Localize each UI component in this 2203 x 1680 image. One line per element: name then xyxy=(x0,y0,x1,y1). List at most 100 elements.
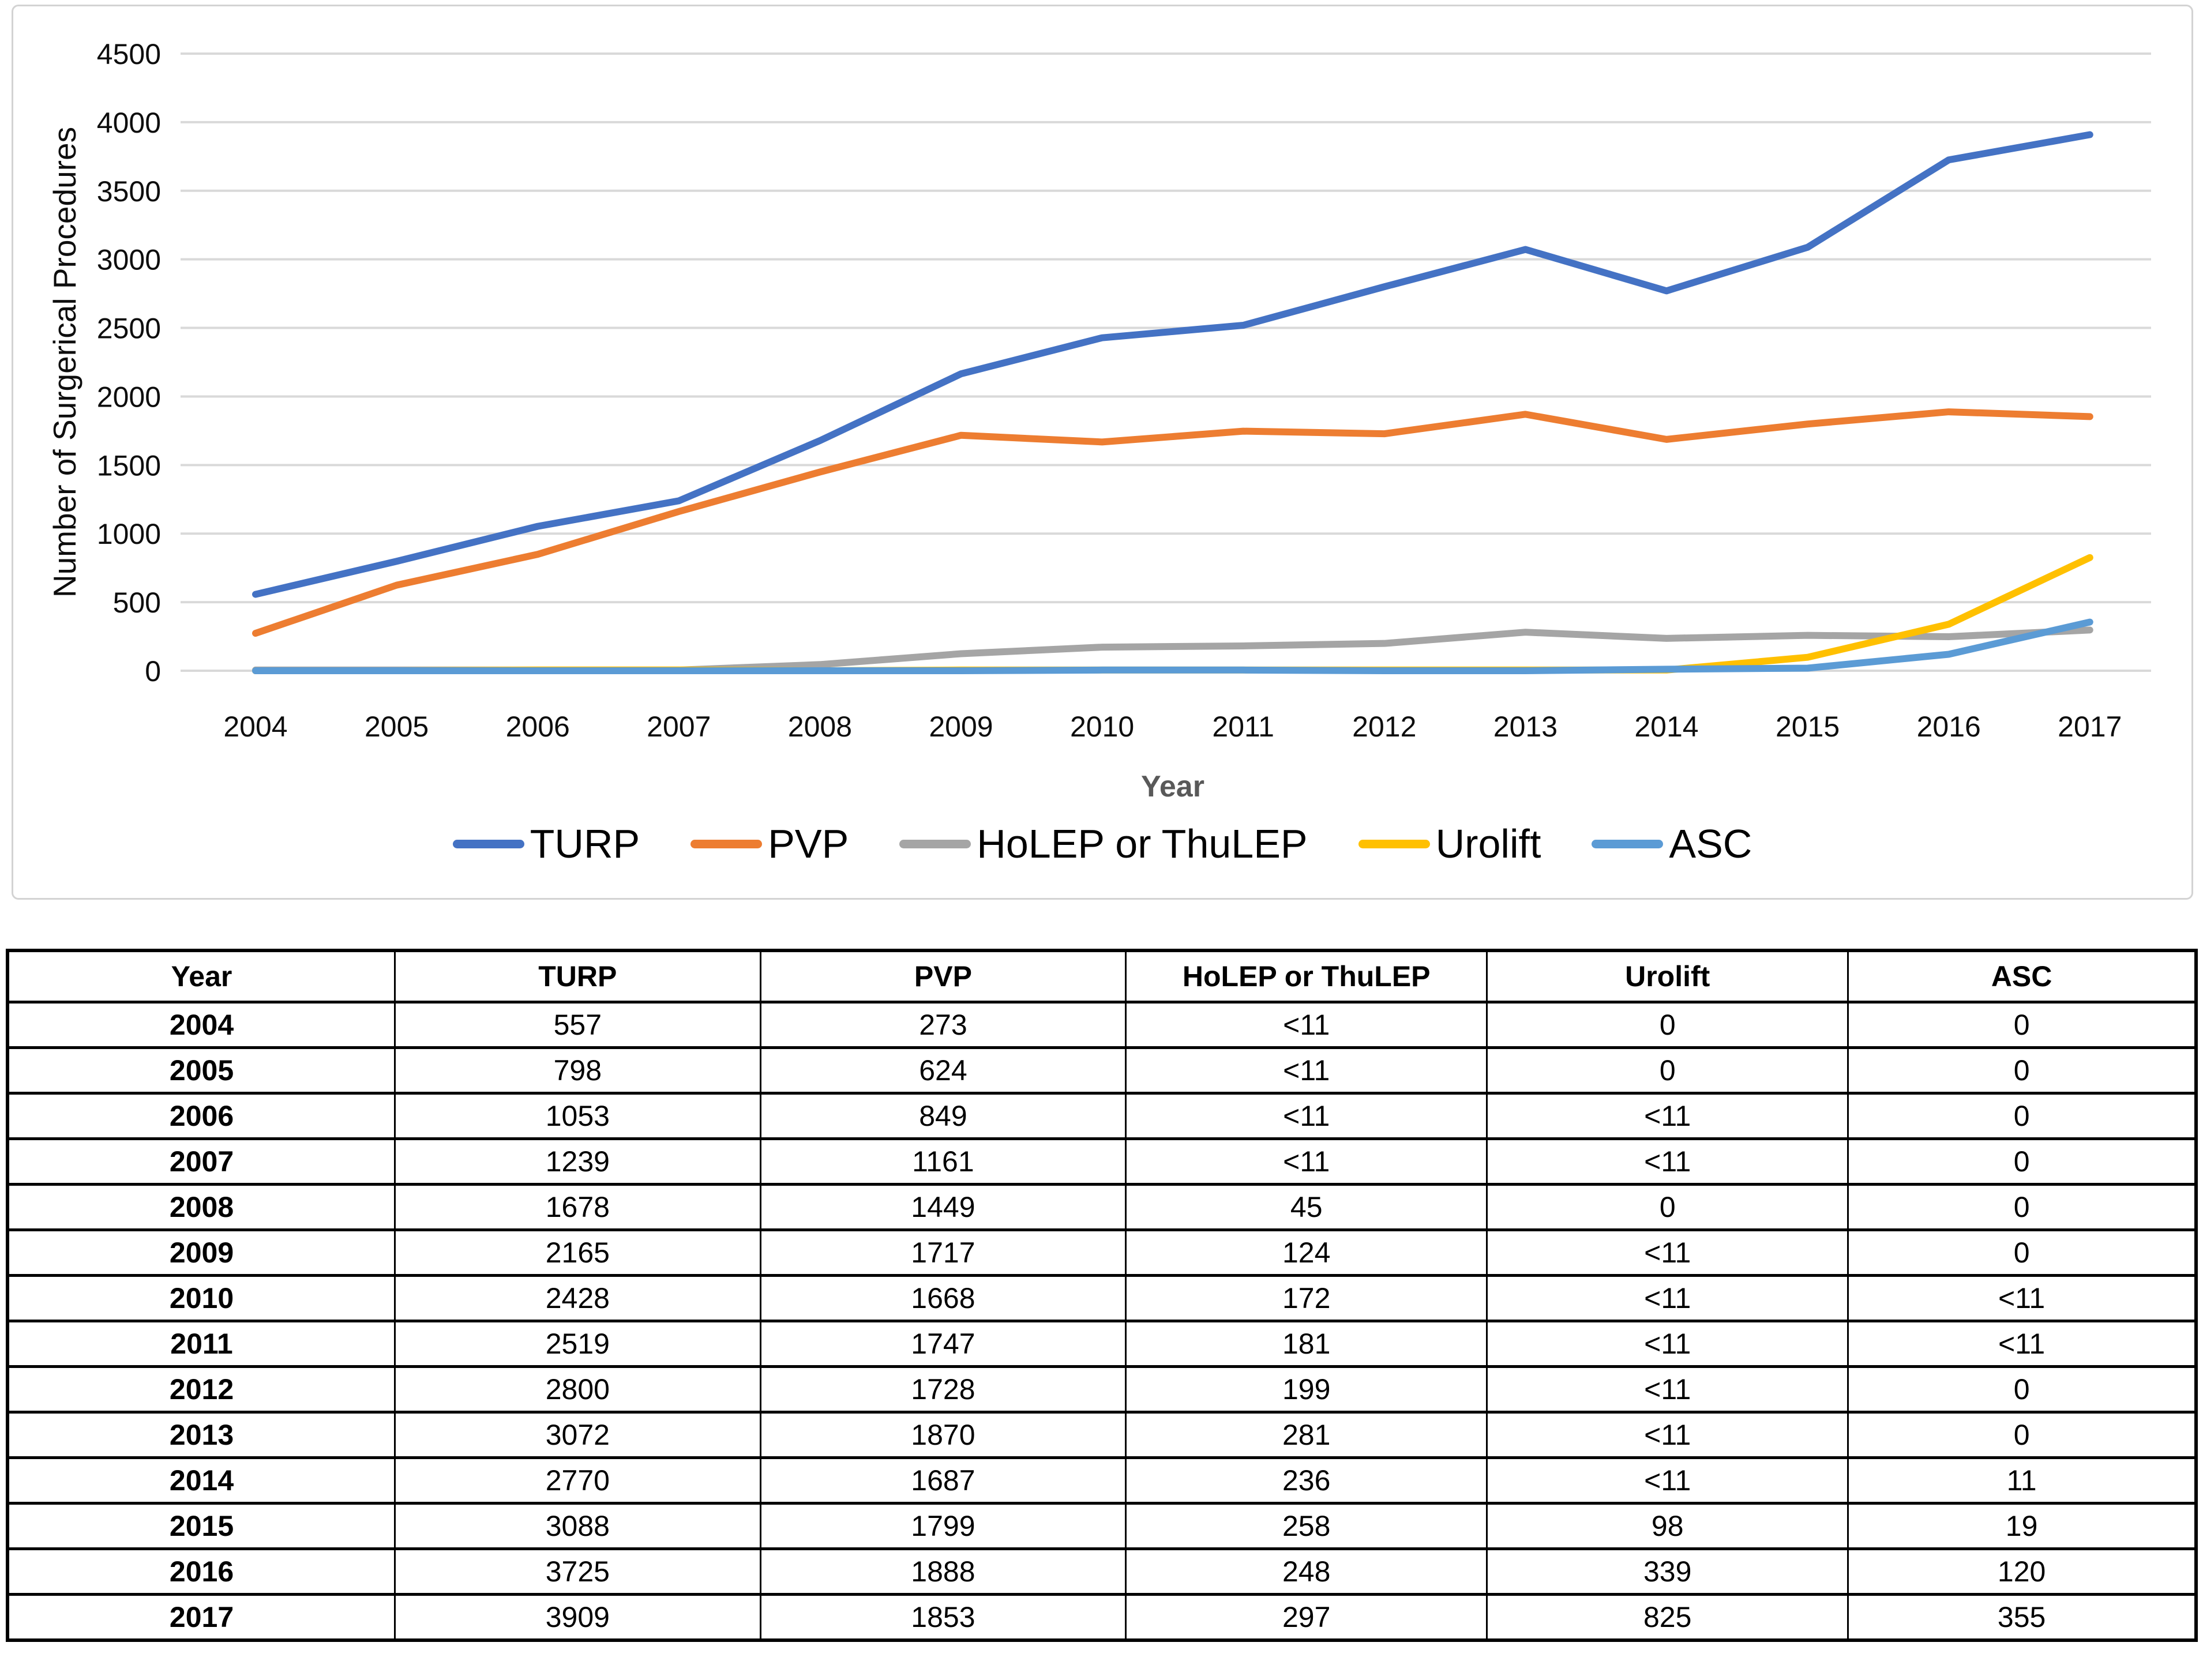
year-cell: 2008 xyxy=(6,1183,396,1231)
value-cell: 0 xyxy=(1486,1001,1849,1049)
value-cell: 0 xyxy=(1847,1092,2197,1140)
x-tick-label: 2006 xyxy=(506,711,570,743)
table-row-2004: 2004 557 273 <11 0 0 xyxy=(6,1001,2197,1049)
value-cell: 624 xyxy=(759,1046,1127,1095)
value-cell: 1668 xyxy=(759,1274,1127,1322)
year-cell: 2010 xyxy=(6,1274,396,1322)
column-header-urolift: Urolift xyxy=(1486,949,1849,1004)
series-line-asc xyxy=(252,618,2093,674)
value-cell: 236 xyxy=(1125,1456,1488,1505)
column-header-turp: TURP xyxy=(394,949,761,1004)
chart-legend: TURP PVP HoLEP or ThuLEP Urolift ASC xyxy=(13,812,2191,875)
x-tick-label: 2013 xyxy=(1493,711,1558,743)
y-tick-label: 3000 xyxy=(97,244,161,276)
x-tick-label: 2012 xyxy=(1352,711,1416,743)
table-row-2010: 2010 2428 1668 172 <11 <11 xyxy=(6,1274,2197,1322)
value-cell: 0 xyxy=(1847,1001,2197,1049)
value-cell: <11 xyxy=(1486,1274,1849,1322)
series-line-pvp xyxy=(252,408,2093,637)
value-cell: <11 xyxy=(1486,1365,1849,1414)
value-cell: 1239 xyxy=(394,1137,761,1186)
value-cell: 557 xyxy=(394,1001,761,1049)
value-cell: 1449 xyxy=(759,1183,1127,1231)
legend-item-turp: TURP xyxy=(452,821,640,867)
value-cell: 2165 xyxy=(394,1228,761,1277)
x-tick-label: 2005 xyxy=(365,711,429,743)
value-cell: 0 xyxy=(1847,1228,2197,1277)
year-cell: 2013 xyxy=(6,1411,396,1459)
value-cell: 1053 xyxy=(394,1092,761,1140)
line-chart: 0 500 1000 1500 2000 2500 3000 3500 4000 4500 2004… xyxy=(47,38,2151,803)
x-tick-label: 2008 xyxy=(788,711,852,743)
table-body: 2004 557 273 <11 0 0 2005 798 624 <11 0 0 2006 1053 84… xyxy=(6,1001,2197,1641)
column-header-pvp: PVP xyxy=(759,949,1127,1004)
year-cell: 2006 xyxy=(6,1092,396,1140)
legend-label: HoLEP or ThuLEP xyxy=(977,821,1308,866)
value-cell: 1717 xyxy=(759,1228,1127,1277)
value-cell: 355 xyxy=(1847,1593,2197,1641)
value-cell: 849 xyxy=(759,1092,1127,1140)
table-row-2011: 2011 2519 1747 181 <11 <11 xyxy=(6,1320,2197,1368)
column-header-holep-or-thulep: HoLEP or ThuLEP xyxy=(1125,949,1488,1004)
table-row-2016: 2016 3725 1888 248 339 120 xyxy=(6,1547,2197,1596)
value-cell: 1678 xyxy=(394,1183,761,1231)
year-cell: 2011 xyxy=(6,1320,396,1368)
value-cell: 248 xyxy=(1125,1547,1488,1596)
value-cell: 11 xyxy=(1847,1456,2197,1505)
value-cell: 2428 xyxy=(394,1274,761,1322)
value-cell: 0 xyxy=(1486,1046,1849,1095)
y-tick-label: 3500 xyxy=(97,175,161,208)
value-cell: 1870 xyxy=(759,1411,1127,1459)
year-cell: 2017 xyxy=(6,1593,396,1641)
x-tick-label: 2015 xyxy=(1776,711,1840,743)
legend-label: Urolift xyxy=(1435,821,1541,866)
value-cell: <11 xyxy=(1486,1456,1849,1505)
x-tick-label: 2014 xyxy=(1634,711,1698,743)
value-cell: <11 xyxy=(1125,1046,1488,1095)
table-header-row: Year TURP PVP HoLEP or ThuLEP Urolift ASC xyxy=(6,949,2197,1004)
x-tick-label: 2007 xyxy=(647,711,711,743)
value-cell: 124 xyxy=(1125,1228,1488,1277)
value-cell: 339 xyxy=(1486,1547,1849,1596)
y-tick-label: 1000 xyxy=(97,518,161,550)
year-cell: 2012 xyxy=(6,1365,396,1414)
gridlines xyxy=(181,52,2151,672)
value-cell: 0 xyxy=(1847,1046,2197,1095)
value-cell: 1853 xyxy=(759,1593,1127,1641)
value-cell: 2800 xyxy=(394,1365,761,1414)
value-cell: 1799 xyxy=(759,1502,1127,1550)
year-cell: 2007 xyxy=(6,1137,396,1186)
y-tick-label: 2000 xyxy=(97,381,161,413)
value-cell: 2770 xyxy=(394,1456,761,1505)
table-row-2014: 2014 2770 1687 236 <11 11 xyxy=(6,1456,2197,1505)
value-cell: 0 xyxy=(1847,1183,2197,1231)
data-table: Year TURP PVP HoLEP or ThuLEP Urolift ASC 200… xyxy=(6,949,2198,1642)
value-cell: 1161 xyxy=(759,1137,1127,1186)
value-cell: 0 xyxy=(1486,1183,1849,1231)
y-tick-label: 1500 xyxy=(97,449,161,482)
value-cell: 825 xyxy=(1486,1593,1849,1641)
year-cell: 2009 xyxy=(6,1228,396,1277)
series-line-turp xyxy=(252,131,2093,598)
column-header-asc: ASC xyxy=(1847,949,2197,1004)
value-cell: 3072 xyxy=(394,1411,761,1459)
value-cell: 19 xyxy=(1847,1502,2197,1550)
axis-tick-labels: 0 500 1000 1500 2000 2500 3000 3500 4000 4500 2004… xyxy=(97,38,2122,743)
y-axis-title: Number of Surgerical Procedures xyxy=(47,127,82,597)
table-row-2006: 2006 1053 849 <11 <11 0 xyxy=(6,1092,2197,1140)
series-line-urolift xyxy=(252,554,2093,674)
value-cell: 1747 xyxy=(759,1320,1127,1368)
y-tick-label: 4500 xyxy=(97,38,161,70)
table-row-2007: 2007 1239 1161 <11 <11 0 xyxy=(6,1137,2197,1186)
legend-swatch xyxy=(1592,839,1664,848)
value-cell: <11 xyxy=(1486,1137,1849,1186)
legend-item-pvp: PVP xyxy=(690,821,849,867)
year-cell: 2005 xyxy=(6,1046,396,1095)
value-cell: <11 xyxy=(1486,1228,1849,1277)
legend-label: ASC xyxy=(1669,821,1752,866)
value-cell: 199 xyxy=(1125,1365,1488,1414)
table-row-2015: 2015 3088 1799 258 98 19 xyxy=(6,1502,2197,1550)
series-lines xyxy=(252,131,2093,674)
value-cell: <11 xyxy=(1486,1092,1849,1140)
table-row-2008: 2008 1678 1449 45 0 0 xyxy=(6,1183,2197,1231)
